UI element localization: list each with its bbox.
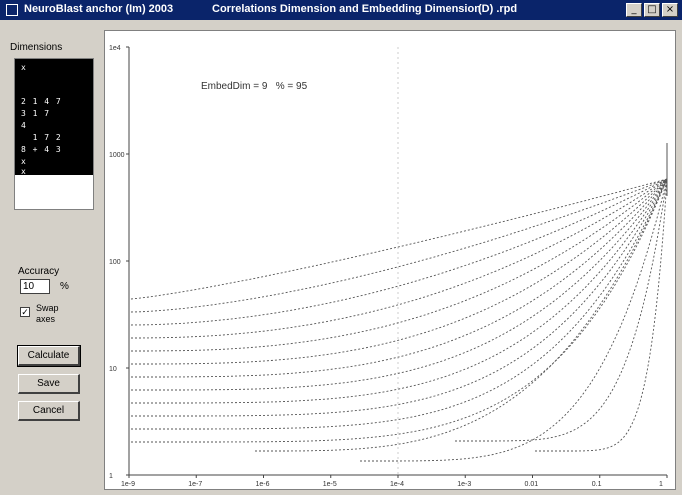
x-tick-label: 1e-4 — [390, 481, 404, 488]
correlation-curve — [360, 178, 668, 462]
window-title-left: NeuroBlast anchor (Im) 2003 — [24, 3, 174, 15]
dimensions-row[interactable]: 8 + 4 3 — [21, 145, 62, 154]
x-tick-label: 0.1 — [592, 481, 602, 488]
x-tick-label: 1 — [659, 481, 663, 488]
y-tick-label: 1 — [109, 473, 113, 480]
correlation-curve — [130, 178, 668, 326]
x-axis-ticks: 1e-9 1e-7 1e-6 1e-5 1e-4 1e-3 0.01 0.1 1 — [121, 475, 668, 488]
plot-canvas: 1e4 1000 100 10 1 1e-9 1e-7 1e-6 1e-5 1e-4 1e-3 0.… — [109, 45, 668, 488]
dimensions-row[interactable]: x — [21, 167, 27, 176]
correlation-curve — [130, 178, 668, 300]
window-title-center: Correlations Dimension and Embedding Dim… — [212, 3, 481, 15]
calculate-button[interactable]: Calculate — [17, 345, 81, 367]
correlation-plot: 1e4 1000 100 10 1 1e-9 1e-7 1e-6 1e-5 1e-4 1e-3 0.… — [104, 30, 676, 490]
correlation-curve — [131, 178, 668, 339]
correlation-curve — [131, 178, 668, 352]
dimensions-label: Dimensions — [10, 42, 63, 53]
dimensions-list[interactable]: x 2 1 4 7 3 1 7 4 1 7 2 8 + 4 3 x x — [14, 58, 94, 210]
y-axis-ticks: 1e4 1000 100 10 1 — [109, 45, 129, 480]
dimensions-row[interactable]: x — [21, 157, 27, 166]
close-button[interactable]: × — [662, 3, 678, 17]
x-tick-label: 1e-9 — [121, 481, 135, 488]
dimensions-row[interactable]: 3 1 7 — [21, 109, 51, 118]
y-tick-label: 100 — [109, 259, 121, 266]
accuracy-label: Accuracy — [18, 266, 60, 277]
save-button[interactable]: Save — [18, 374, 80, 394]
dimensions-row[interactable]: 1 7 2 — [21, 133, 62, 142]
dimensions-row[interactable]: 4 — [21, 121, 27, 130]
dimensions-row[interactable]: 2 1 4 7 — [21, 97, 62, 106]
correlation-curve — [131, 178, 668, 404]
correlation-curve — [131, 178, 668, 365]
correlation-curve — [455, 178, 668, 442]
swap-axes-checkbox[interactable]: ✓ — [20, 307, 30, 317]
y-tick-label: 10 — [109, 366, 117, 373]
window-controls: _ □ × — [626, 3, 678, 17]
correlation-curve — [255, 178, 668, 452]
accuracy-unit: % — [60, 281, 69, 292]
minimize-button[interactable]: _ — [626, 3, 642, 17]
title-bar: NeuroBlast anchor (Im) 2003 Correlations… — [0, 0, 682, 20]
correlation-curve — [131, 178, 668, 443]
cancel-button[interactable]: Cancel — [18, 401, 80, 421]
x-tick-label: 1e-5 — [323, 481, 337, 488]
x-tick-label: 1e-6 — [256, 481, 270, 488]
plot-curves — [130, 143, 668, 462]
x-tick-label: 0.01 — [525, 481, 539, 488]
maximize-button[interactable]: □ — [644, 3, 660, 17]
dimensions-list-empty-area — [15, 175, 93, 209]
x-tick-label: 1e-3 — [457, 481, 471, 488]
correlation-curve — [131, 178, 668, 417]
y-tick-label: 1000 — [109, 152, 125, 159]
correlation-curve — [130, 178, 668, 313]
app-icon — [6, 4, 18, 16]
correlation-curve — [131, 178, 668, 378]
correlation-curve — [131, 178, 668, 391]
correlation-curve — [131, 178, 668, 430]
y-tick-label: 1e4 — [109, 45, 121, 52]
accuracy-input[interactable]: 10 — [20, 279, 50, 294]
swap-axes-label: Swap axes — [36, 303, 59, 324]
correlation-curve — [535, 178, 668, 452]
x-tick-label: 1e-7 — [188, 481, 202, 488]
dimensions-row[interactable]: x — [21, 63, 27, 72]
window-title-right: (D) .rpd — [478, 3, 518, 15]
plot-annotation: EmbedDim = 9 % = 95 — [201, 81, 308, 92]
